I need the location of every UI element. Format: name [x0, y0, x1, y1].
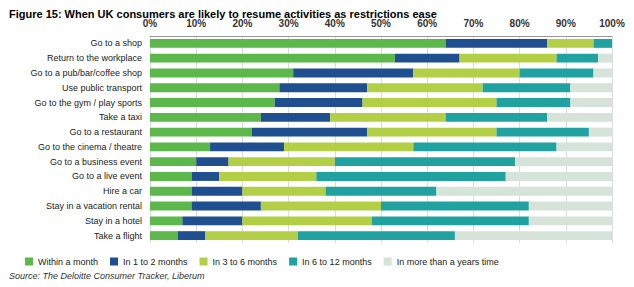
- svg-text:Go to the gym / play sports: Go to the gym / play sports: [34, 98, 142, 108]
- svg-text:90%: 90%: [556, 18, 576, 29]
- svg-text:In 1 to 2 months: In 1 to 2 months: [123, 257, 188, 267]
- svg-text:Stay in a vacation rental: Stay in a vacation rental: [46, 201, 142, 211]
- svg-text:10%: 10%: [186, 17, 207, 29]
- svg-text:80%: 80%: [510, 18, 530, 29]
- svg-text:Source: The Deloitte Consumer: Source: The Deloitte Consumer Tracker, L…: [9, 271, 205, 281]
- svg-text:Go to a restaurant: Go to a restaurant: [69, 127, 142, 137]
- svg-text:30%: 30%: [278, 17, 299, 29]
- svg-text:Take a flight: Take a flight: [94, 231, 143, 241]
- svg-text:In 6 to 12 months: In 6 to 12 months: [302, 257, 372, 267]
- svg-text:Go to a business event: Go to a business event: [50, 157, 143, 167]
- svg-text:Stay in a hotel: Stay in a hotel: [85, 216, 142, 226]
- svg-text:20%: 20%: [232, 17, 253, 29]
- svg-text:Go to a live event: Go to a live event: [72, 171, 143, 181]
- svg-text:Hire a car: Hire a car: [103, 186, 142, 196]
- svg-text:40%: 40%: [324, 17, 345, 29]
- svg-text:Within a month: Within a month: [38, 257, 98, 267]
- svg-text:In 3 to 6 months: In 3 to 6 months: [213, 257, 278, 267]
- svg-text:Go to a pub/bar/coffee shop: Go to a pub/bar/coffee shop: [31, 68, 142, 78]
- svg-text:Go to a shop: Go to a shop: [90, 38, 142, 48]
- svg-text:60%: 60%: [417, 17, 438, 29]
- svg-text:Return to the workplace: Return to the workplace: [47, 53, 142, 63]
- svg-text:0%: 0%: [142, 17, 158, 29]
- svg-text:Take a taxi: Take a taxi: [99, 112, 142, 122]
- svg-text:Figure 15: When UK consumers a: Figure 15: When UK consumers are likely …: [9, 8, 437, 20]
- svg-text:50%: 50%: [371, 17, 391, 29]
- svg-text:Go to the cinema / theatre: Go to the cinema / theatre: [38, 142, 142, 152]
- svg-text:100%: 100%: [599, 18, 625, 29]
- svg-text:Use public transport: Use public transport: [62, 83, 143, 93]
- svg-text:In more than a years time: In more than a years time: [397, 257, 499, 267]
- svg-text:70%: 70%: [463, 18, 483, 29]
